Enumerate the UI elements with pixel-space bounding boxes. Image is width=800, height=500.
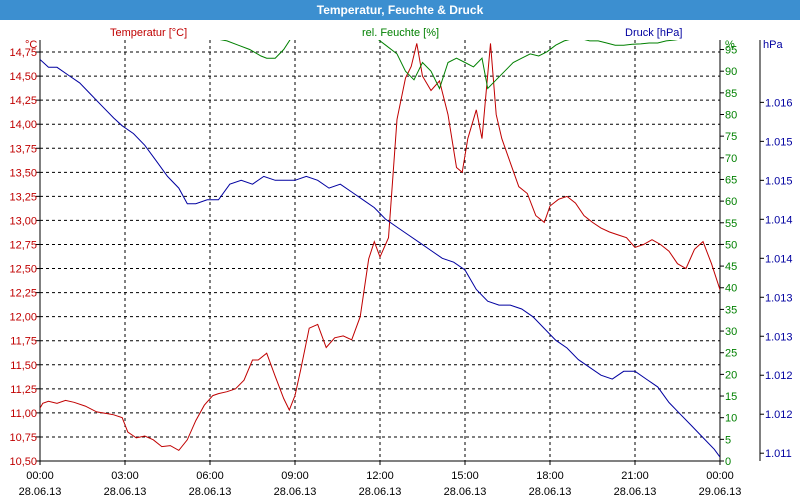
temperature-axis-ticks: 10,50 10,75 11,00 11,25 11,50 11,75 12,00 12,25… [9,47,40,468]
pressure-legend-label: Druck [hPa] [625,27,682,39]
time-axis-ticks: 00:00 28.06.13 03:00 28.06.13 06:00 28.06.13 0… [19,461,742,498]
temperature-tick-label: 10,50 [9,456,37,468]
humidity-tick-label: 75 [725,131,737,143]
pressure-tick-label: 1.012 [765,370,793,382]
temperature-legend-label: Temperatur [°C] [110,27,187,39]
pressure-tick-label: 1.016 [765,97,793,109]
date-tick-label: 29.06.13 [699,486,742,498]
pressure-tick-label: 1.013 [765,292,793,304]
temperature-tick-label: 14,50 [9,71,37,83]
pressure-axis-ticks: 1.011 1.012 1.012 1.013 1.013 1.014 1.014 1.015… [760,97,793,460]
time-tick-label: 06:00 [196,470,224,482]
date-tick-label: 28.06.13 [614,486,657,498]
pressure-tick-label: 1.013 [765,331,793,343]
humidity-tick-label: 25 [725,348,737,360]
temperature-tick-label: 13,25 [9,191,37,203]
temperature-unit-label: °C [25,39,37,51]
humidity-tick-label: 35 [725,304,737,316]
pressure-series-line [40,59,720,458]
humidity-tick-label: 80 [725,109,737,121]
humidity-unit-label: % [725,39,735,51]
date-tick-label: 28.06.13 [104,486,147,498]
time-tick-label: 09:00 [281,470,309,482]
humidity-tick-label: 85 [725,88,737,100]
temperature-tick-label: 10,75 [9,432,37,444]
time-tick-label: 12:00 [366,470,394,482]
chart-canvas: 10,50 10,75 11,00 11,25 11,50 11,75 12,00 12,25… [9,27,793,498]
pressure-tick-label: 1.014 [765,214,793,226]
pressure-tick-label: 1.014 [765,253,793,265]
humidity-tick-label: 40 [725,283,737,295]
humidity-tick-label: 70 [725,153,737,165]
humidity-tick-label: 20 [725,369,737,381]
temperature-tick-label: 12,00 [9,312,37,324]
grid [40,40,720,462]
humidity-legend-label: rel. Feuchte [%] [362,27,439,39]
temperature-tick-label: 14,00 [9,119,37,131]
date-tick-label: 28.06.13 [359,486,402,498]
date-tick-label: 28.06.13 [274,486,317,498]
pressure-tick-label: 1.015 [765,136,793,148]
chart-title: Temperatur, Feuchte & Druck [0,0,800,20]
pressure-tick-label: 1.012 [765,409,793,421]
temperature-tick-label: 13,00 [9,215,37,227]
humidity-tick-label: 50 [725,239,737,251]
time-tick-label: 03:00 [111,470,139,482]
temperature-tick-label: 12,25 [9,288,37,300]
humidity-tick-label: 95 [725,45,737,57]
humidity-tick-label: 90 [725,66,737,78]
humidity-tick-label: 45 [725,261,737,273]
temperature-tick-label: 11,75 [10,336,37,348]
temperature-series-line [40,43,720,452]
humidity-tick-label: 5 [725,434,731,446]
series-lines [40,40,720,458]
temperature-tick-label: 11,50 [10,360,37,372]
pressure-tick-label: 1.015 [765,175,793,187]
humidity-axis-ticks: 0 5 10 15 20 25 30 35 40 45 50 55 60 65 70 75 80 85 90 95 [720,45,737,468]
humidity-tick-label: 60 [725,196,737,208]
temperature-tick-label: 13,50 [9,167,37,179]
time-tick-label: 00:00 [706,470,734,482]
humidity-tick-label: 10 [725,413,737,425]
temperature-tick-label: 12,75 [9,239,37,251]
date-tick-label: 28.06.13 [529,486,572,498]
date-tick-label: 28.06.13 [19,486,62,498]
temperature-tick-label: 11,25 [10,384,37,396]
time-tick-label: 00:00 [26,470,54,482]
temperature-tick-label: 12,50 [9,264,37,276]
time-tick-label: 18:00 [536,470,564,482]
pressure-tick-label: 1.011 [765,448,792,460]
time-tick-label: 21:00 [621,470,649,482]
temperature-tick-label: 14,25 [9,95,37,107]
time-tick-label: 15:00 [451,470,479,482]
humidity-tick-label: 55 [725,218,737,230]
humidity-tick-label: 0 [725,456,731,468]
humidity-series-line [219,40,679,90]
date-tick-label: 28.06.13 [189,486,232,498]
humidity-tick-label: 30 [725,326,737,338]
temperature-tick-label: 11,00 [10,408,37,420]
pressure-unit-label: hPa [763,39,783,51]
humidity-tick-label: 15 [725,391,737,403]
humidity-tick-label: 65 [725,174,737,186]
date-tick-label: 28.06.13 [444,486,487,498]
temperature-tick-label: 14,75 [9,47,37,59]
temperature-tick-label: 13,75 [9,143,37,155]
